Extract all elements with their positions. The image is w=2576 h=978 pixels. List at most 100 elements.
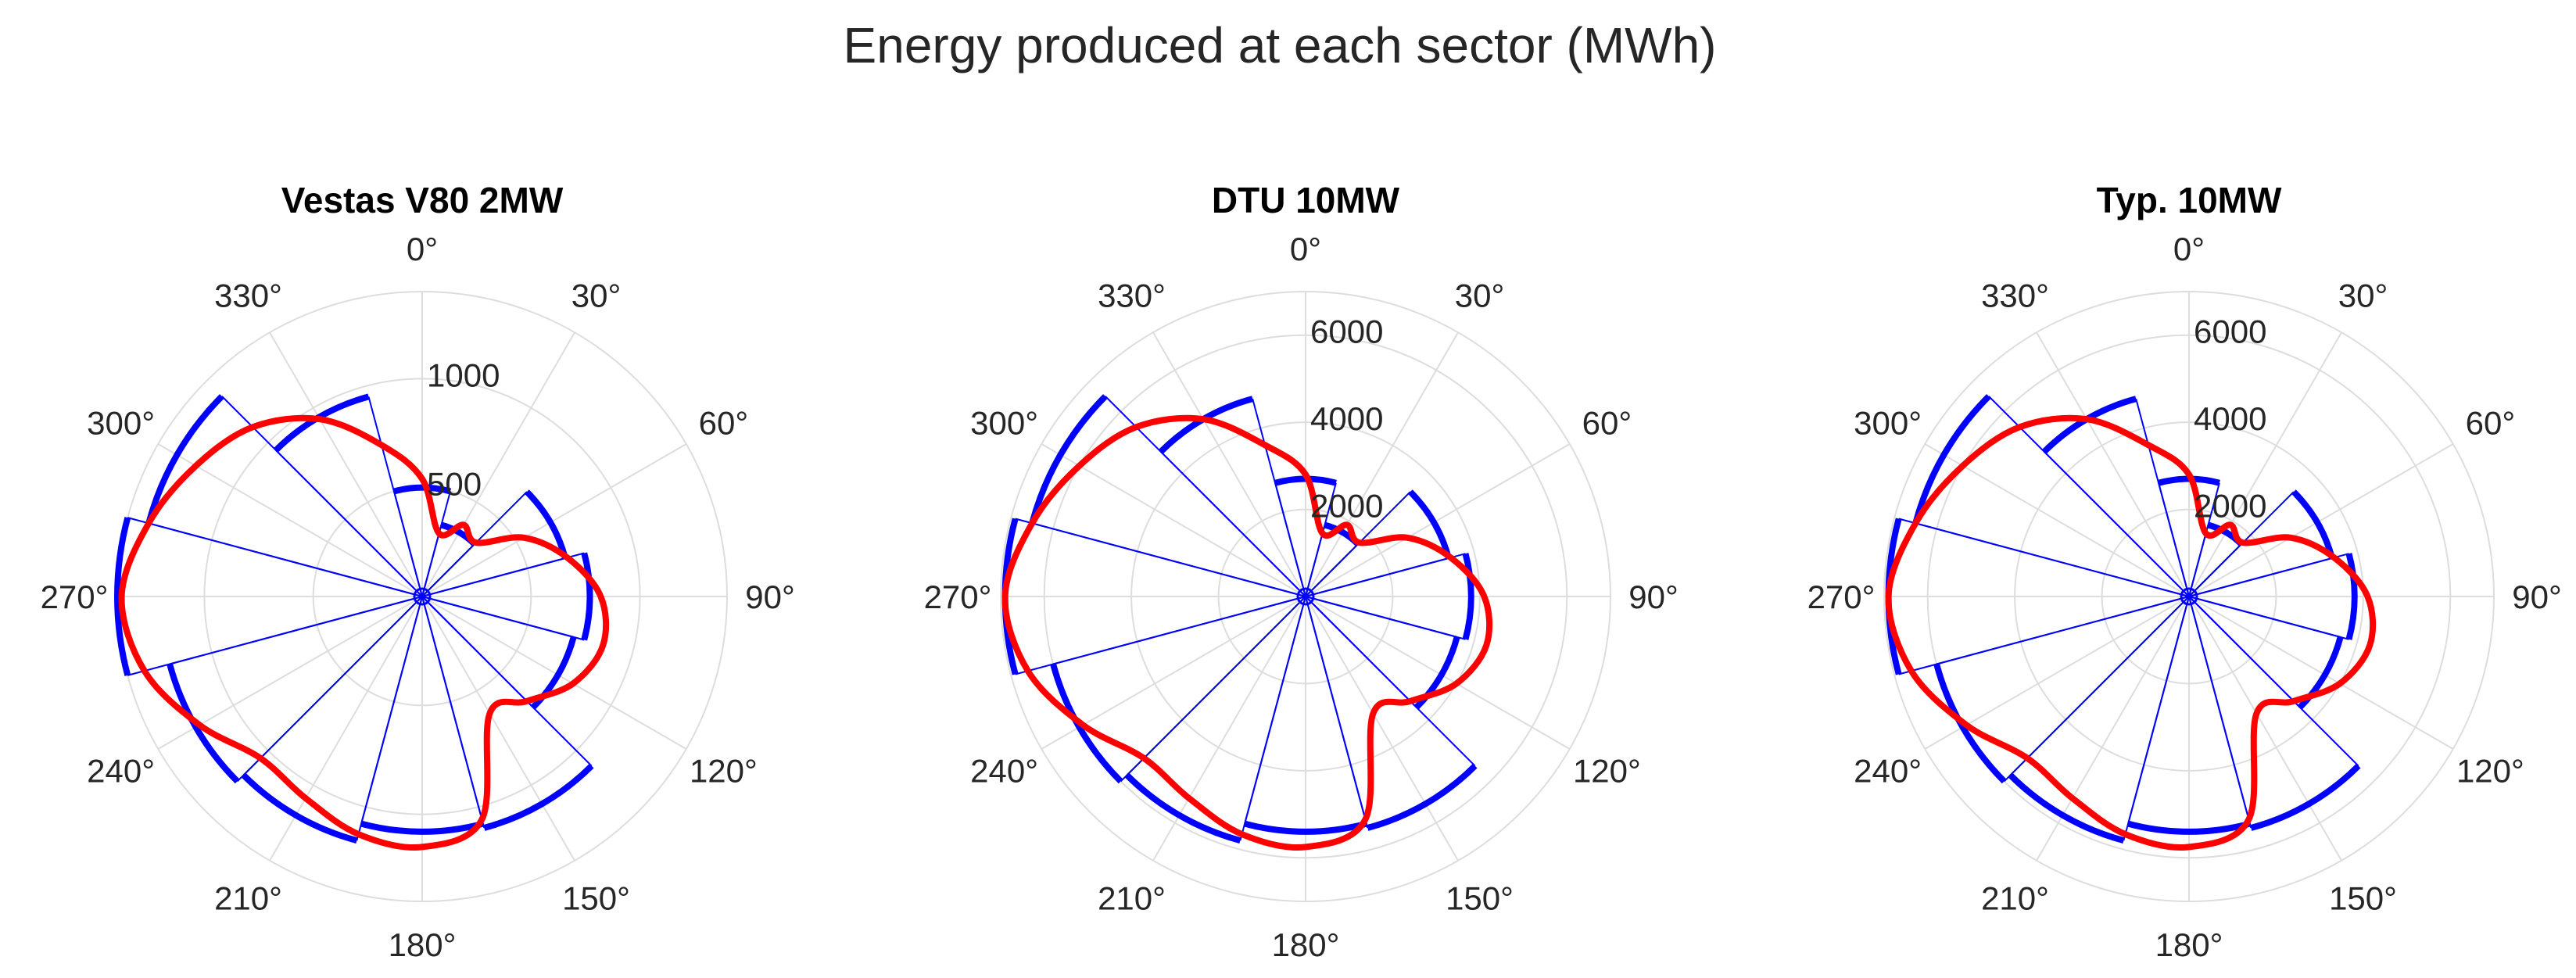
angle-tick-label: 30° — [571, 278, 622, 314]
angular-gridline — [1305, 443, 1571, 597]
sector-bar-edge — [1936, 596, 2190, 783]
angular-gridline — [157, 443, 423, 597]
sector-bar-arc — [530, 636, 577, 710]
sector-bar-arc — [241, 772, 358, 844]
angle-tick-label: 300° — [970, 405, 1038, 442]
sector-bar-arc — [2345, 553, 2358, 640]
polar-plot-area: 500 1000 0° 30° 60° 90° 120° 150° 180° 210° 240° 27… — [41, 231, 795, 963]
angle-tick-label: 90° — [1628, 579, 1679, 615]
angular-gridline — [1305, 596, 1459, 862]
sector-bar-edge — [242, 596, 423, 841]
angle-tick-label: 60° — [699, 405, 749, 442]
energy-curve — [118, 414, 610, 851]
polar-origin-marker — [1296, 587, 1315, 606]
angle-tick-label: 180° — [1272, 926, 1340, 963]
sector-bar — [1933, 596, 2190, 784]
angular-gridline — [1305, 331, 1459, 597]
angle-tick-label: 90° — [2512, 579, 2562, 615]
angle-tick-label: 270° — [1807, 579, 1876, 615]
sector-bar — [1029, 394, 1306, 597]
sector-bar — [241, 596, 423, 844]
angular-gridline — [421, 443, 687, 597]
energy-curve — [1885, 414, 2377, 851]
angular-gridline — [421, 596, 575, 862]
polar-origin-marker — [413, 587, 432, 606]
sector-bar-arc — [1244, 820, 1367, 835]
angle-tick-label: 60° — [1582, 405, 1632, 442]
polar-panel-typ: Typ. 10MW 2000 4000 6000 0° 30° 60° 90° 120° 150… — [1807, 180, 2562, 963]
angle-tick-label: 270° — [41, 579, 109, 615]
sector-bar-arc — [2297, 636, 2344, 710]
figure-title: Energy produced at each sector (MWh) — [844, 17, 1717, 73]
sector-bar-arc — [581, 552, 593, 641]
sector-bar-arc — [2127, 820, 2251, 835]
sector-bar-edge — [2009, 596, 2190, 841]
polar-origin-marker — [2180, 587, 2198, 606]
angular-gridline — [2036, 596, 2190, 862]
sector-bar-edge — [421, 596, 593, 829]
sector-bar — [421, 596, 594, 831]
angle-tick-label: 150° — [1446, 879, 1514, 916]
radial-tick-label: 6000 — [2194, 313, 2266, 350]
angle-tick-label: 60° — [2466, 405, 2516, 442]
sector-bar — [1912, 394, 2190, 597]
angle-tick-label: 300° — [87, 405, 155, 442]
radial-tick-label: 2000 — [1310, 488, 1383, 525]
radial-gridline — [203, 378, 641, 815]
sector-bar-edge — [1160, 398, 1306, 597]
radial-gridline — [2101, 508, 2277, 685]
angular-gridline — [1305, 596, 1571, 750]
radial-tick-label: 2000 — [2194, 488, 2266, 525]
sector-bar-arc — [1367, 763, 1478, 831]
angular-gridline — [2188, 443, 2454, 597]
radial-gridline — [1217, 508, 1394, 685]
radial-tick-label: 500 — [427, 466, 482, 503]
angle-tick-label: 240° — [87, 753, 155, 790]
angle-tick-label: 240° — [1854, 753, 1922, 790]
angle-tick-label: 120° — [2456, 753, 2524, 790]
angular-gridline — [421, 596, 687, 750]
sector-bar-arc — [1912, 394, 1991, 525]
sector-bar-arc — [145, 394, 224, 525]
sector-bar-arc — [392, 484, 452, 495]
angle-tick-label: 120° — [690, 753, 758, 790]
angle-tick-label: 120° — [1573, 753, 1641, 790]
angular-gridline — [2188, 596, 2342, 862]
angular-gridline — [269, 331, 423, 597]
radial-tick-label: 4000 — [1310, 400, 1383, 437]
sector-bar — [2188, 596, 2361, 831]
angle-tick-label: 180° — [2155, 926, 2223, 963]
radial-gridline — [2014, 421, 2364, 772]
sector-bar-arc — [2250, 763, 2361, 831]
energy-curve — [1001, 414, 1493, 851]
polar-panel-vestas: Vestas V80 2MW 500 1000 0° 30° 60° 90° 120° 150… — [41, 180, 795, 963]
sector-bar-edge — [1031, 396, 1306, 597]
angle-tick-label: 0° — [2173, 231, 2205, 267]
angle-tick-label: 0° — [1290, 231, 1321, 267]
angle-tick-label: 0° — [407, 231, 438, 267]
angular-gridline — [421, 331, 575, 597]
angle-tick-label: 210° — [214, 879, 282, 916]
panel-title-dtu: DTU 10MW — [1212, 180, 1400, 220]
sector-bar-edge — [2188, 596, 2359, 829]
radial-gridline — [1883, 291, 2495, 902]
sector-bar-edge — [1052, 596, 1306, 783]
sector-bar — [167, 596, 423, 784]
polar-plot-area: 2000 4000 6000 0° 30° 60° 90° 120° 150° 180° 210° 2… — [1807, 231, 2562, 963]
sector-bar-edge — [1915, 396, 2190, 597]
sector-bar — [1124, 596, 1306, 844]
angle-tick-label: 210° — [1098, 879, 1166, 916]
angle-tick-label: 150° — [2329, 879, 2397, 916]
angular-gridline — [1152, 596, 1306, 862]
panel-title-vestas: Vestas V80 2MW — [281, 180, 564, 220]
angle-tick-label: 180° — [389, 926, 457, 963]
panel-title-typ: Typ. 10MW — [2097, 180, 2282, 220]
radial-tick-label: 4000 — [2194, 400, 2266, 437]
sector-bar-arc — [360, 820, 484, 835]
angular-gridline — [2036, 331, 2190, 597]
sector-bar-arc — [1050, 663, 1123, 784]
angle-tick-label: 330° — [1098, 278, 1166, 314]
sector-bar-edge — [275, 396, 423, 597]
radial-gridline — [1000, 291, 1611, 902]
